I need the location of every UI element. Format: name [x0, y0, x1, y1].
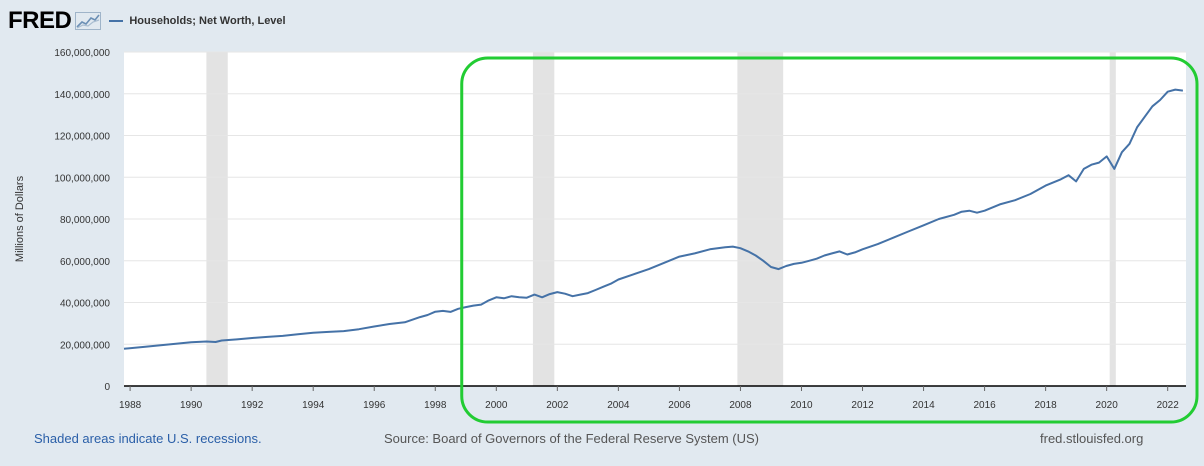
logo-text: FRED [8, 7, 72, 34]
y-tick-label: 140,000,000 [54, 90, 110, 101]
highlight-box [460, 56, 1199, 424]
x-tick-label: 1998 [424, 400, 447, 411]
y-tick-label: 100,000,000 [54, 173, 110, 184]
x-tick-label: 1994 [302, 400, 325, 411]
y-tick-label: 40,000,000 [60, 299, 110, 310]
x-tick-label: 2022 [1157, 400, 1180, 411]
x-tick-label: 2010 [790, 400, 813, 411]
legend-swatch [109, 20, 124, 22]
x-tick-label: 2016 [973, 400, 996, 411]
x-tick-label: 2004 [607, 400, 630, 411]
site-link[interactable]: fred.stlouisfed.org [1040, 431, 1144, 446]
y-tick-label: 160,000,000 [54, 48, 110, 59]
x-tick-label: 1988 [119, 400, 142, 411]
series-line[interactable] [123, 88, 1184, 350]
line-chart-icon [75, 12, 102, 30]
x-tick-label: 1992 [241, 400, 264, 411]
legend-label: Households; Net Worth, Level [129, 15, 286, 27]
x-tick-label: 2000 [485, 400, 508, 411]
chart-header: FRED Households; Net Worth, Level [8, 6, 286, 36]
recession-note[interactable]: Shaded areas indicate U.S. recessions. [34, 431, 262, 446]
y-tick-label: 20,000,000 [60, 340, 110, 351]
x-tick-label: 1990 [180, 400, 203, 411]
legend[interactable]: Households; Net Worth, Level [109, 15, 286, 27]
y-tick-label: 120,000,000 [54, 132, 110, 143]
y-tick-label: 60,000,000 [60, 257, 110, 268]
x-tick-label: 2014 [912, 400, 935, 411]
y-tick-label: 0 [104, 382, 110, 393]
source-note: Source: Board of Governors of the Federa… [384, 431, 759, 446]
x-tick-label: 2006 [668, 400, 691, 411]
x-tick-label: 2020 [1096, 400, 1119, 411]
x-tick-label: 2012 [851, 400, 874, 411]
x-tick-label: 2002 [546, 400, 569, 411]
x-tick-label: 2008 [729, 400, 752, 411]
y-tick-label: 80,000,000 [60, 215, 110, 226]
y-axis-label: Millions of Dollars [14, 175, 26, 262]
x-tick-label: 2018 [1034, 400, 1057, 411]
x-tick-label: 1996 [363, 400, 386, 411]
fred-logo[interactable]: FRED [8, 7, 102, 35]
